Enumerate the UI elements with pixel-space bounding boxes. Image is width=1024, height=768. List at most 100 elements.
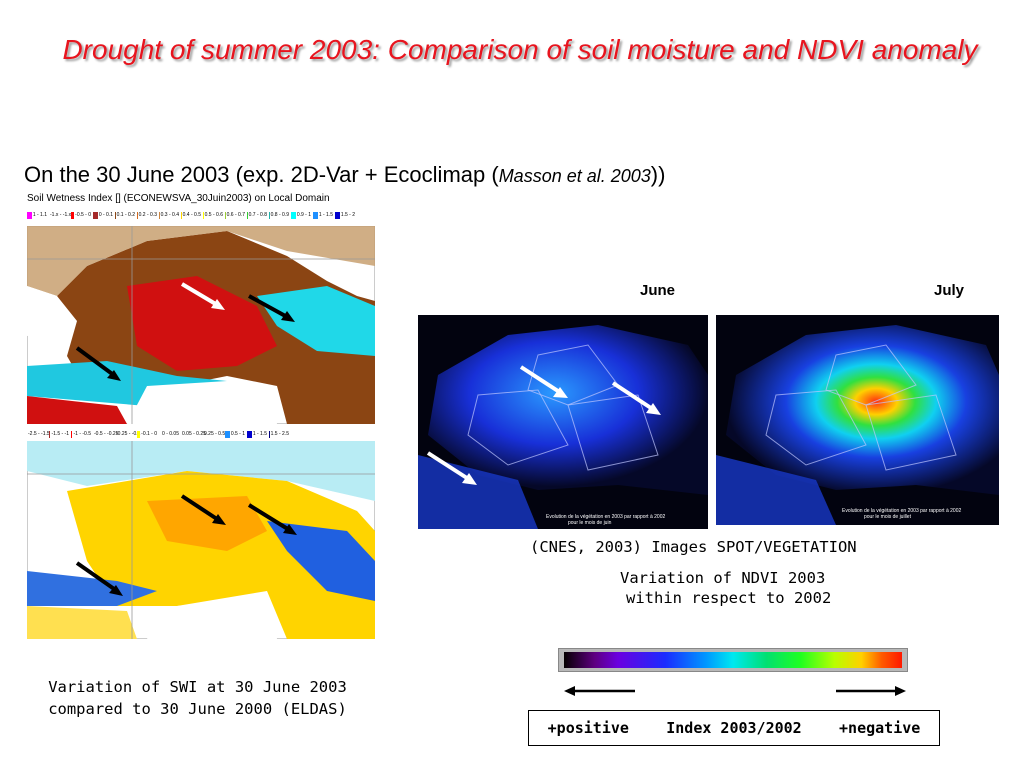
bottom-legend-item: 0.05 - 0.25	[181, 429, 206, 439]
central-orange-region	[147, 496, 267, 551]
swi-legend-top: 1 - 1.1 -1.x - -1.x -0.5 - 0 0 - 0.1 0.1 - 0…	[27, 210, 355, 220]
top-legend-swatch	[291, 211, 296, 219]
bottom-legend-label: 1.5 - 2.5	[270, 431, 289, 437]
july-france-land	[726, 325, 999, 495]
top-legend-label: 1 - 1.5	[318, 212, 333, 218]
top-legend-label: 1.5 - 2	[340, 212, 355, 218]
top-legend-swatch	[335, 211, 340, 219]
bottom-legend-item: 1 - 1.5	[247, 429, 267, 439]
black-arrow-west	[75, 346, 121, 381]
ndvi-july-image: Evolution de la végétation en 2003 par r…	[716, 315, 999, 525]
north-cyan-region	[27, 441, 375, 501]
bottom-legend-label: -0.1 - 0	[141, 431, 157, 437]
june-france-land	[428, 325, 708, 495]
ndvi-colorbar	[558, 648, 908, 672]
bottom-legend-item: -1.5 - -1	[49, 429, 69, 439]
black-arrow-east	[248, 294, 295, 322]
top-legend-item: 0.8 - 0.9	[269, 210, 289, 220]
index-negative-label: +negative	[839, 719, 921, 737]
top-legend-label: 0.3 - 0.4	[160, 212, 179, 218]
swi-caption: Variation of SWI at 30 June 2003 compare…	[20, 676, 375, 720]
top-legend-swatch	[269, 211, 270, 219]
july-image-text2: pour le mois de juillet	[864, 514, 912, 520]
top-legend-item: 0.7 - 0.8	[247, 210, 267, 220]
left-arrow-icon	[564, 686, 635, 696]
top-legend-item: 1.5 - 2	[335, 210, 355, 220]
top-legend-label: 1 - 1.1	[32, 212, 47, 218]
bottom-legend-label: 0.5 - 1	[230, 431, 245, 437]
bottom-legend-label: 0 - 0.05	[162, 431, 179, 437]
bottom-legend-item: -0.25 - -0.1	[115, 429, 140, 439]
slide-title: Drought of summer 2003: Comparison of so…	[62, 34, 978, 65]
top-legend-swatch	[225, 211, 226, 219]
top-legend-swatch	[247, 211, 248, 219]
swi-map-2003	[27, 226, 375, 424]
ndvi-caption-line2: within respect to 2002	[626, 589, 832, 607]
swi-legend-bottom: -2.5 - -1.5 -1.5 - -1 -1 - -0.5 -0.5 - -0.2…	[27, 429, 289, 439]
top-legend-swatch	[71, 211, 75, 219]
atlantic-region	[27, 286, 67, 336]
subtitle-citation: Masson et al. 2003	[498, 166, 651, 186]
bottom-legend-label: -0.25 - -0.1	[116, 431, 141, 437]
top-legend-label: 0 - 0.1	[98, 212, 113, 218]
top-legend-label: 0.6 - 0.7	[226, 212, 245, 218]
ndvi-caption-line1: Variation of NDVI 2003	[620, 569, 826, 587]
black-arrow-west-2	[75, 561, 123, 596]
bottom-legend-swatch	[159, 430, 162, 438]
bottom-legend-swatch	[225, 430, 230, 438]
subtitle-prefix: On the 30 June 2003 (exp. 2D-Var + Ecocl…	[24, 162, 499, 187]
france-yellow-region	[67, 471, 375, 639]
top-legend-item: -1.x - -1.x	[49, 210, 72, 220]
colorbar-arrows	[564, 686, 906, 696]
med-sea-region	[147, 596, 277, 639]
white-arrow-north	[180, 282, 225, 310]
bottom-legend-swatch	[71, 430, 73, 438]
bottom-legend-item: 0 - 0.05	[159, 429, 179, 439]
bottom-legend-item: -1 - -0.5	[71, 429, 91, 439]
top-legend-label: -1.x - -1.x	[50, 212, 72, 218]
white-arrow-june-2	[611, 381, 661, 415]
colorbar-gradient	[564, 652, 902, 668]
top-legend-swatch	[115, 211, 116, 219]
index-label: Index 2003/2002	[666, 719, 802, 737]
spain-yellow-region	[27, 606, 137, 639]
top-legend-item: 0.6 - 0.7	[225, 210, 245, 220]
black-arrow-east-2	[247, 503, 297, 535]
index-legend-box: +positive Index 2003/2002 +negative	[528, 710, 940, 746]
top-legend-swatch	[93, 211, 98, 219]
black-arrow-center	[180, 494, 226, 525]
top-legend-label: 0.4 - 0.5	[182, 212, 201, 218]
top-legend-item: 0.4 - 0.5	[181, 210, 201, 220]
top-legend-item: 0.9 - 1	[291, 210, 311, 220]
right-arrow-icon	[836, 686, 906, 696]
top-legend-swatch	[159, 211, 160, 219]
bottom-legend-item: -0.5 - -0.25	[93, 429, 118, 439]
top-legend-item: 0.1 - 0.2	[115, 210, 135, 220]
index-positive-label: +positive	[547, 719, 629, 737]
bottom-legend-label: -2.5 - -1.5	[28, 431, 50, 437]
bottom-legend-item: -2.5 - -1.5	[27, 429, 50, 439]
bottom-legend-swatch	[137, 430, 141, 438]
pyrenees-blue-region	[27, 571, 157, 606]
top-legend-label: 0.8 - 0.9	[270, 212, 289, 218]
central-red-region	[127, 276, 277, 371]
june-image-text1: Evolution de la végétation en 2003 par r…	[546, 514, 665, 520]
white-arrow-june-1	[519, 365, 568, 398]
top-legend-item: 1 - 1.5	[313, 210, 333, 220]
bottom-legend-swatch	[247, 430, 252, 438]
swi-caption-line2: compared to 30 June 2000 (ELDAS)	[48, 700, 347, 718]
spain-red-region	[27, 396, 127, 424]
alps-cyan-region	[257, 286, 375, 356]
alps-blue-region	[267, 521, 375, 601]
top-legend-label: 0.7 - 0.8	[248, 212, 267, 218]
top-legend-label: 0.2 - 0.3	[138, 212, 157, 218]
top-legend-label: -0.5 - 0	[75, 212, 91, 218]
top-legend-swatch	[27, 211, 32, 219]
top-legend-item: 0.3 - 0.4	[159, 210, 179, 220]
bottom-legend-item: 1.5 - 2.5	[269, 429, 289, 439]
subtitle-suffix: ))	[650, 162, 666, 187]
bottom-legend-label: 0.05 - 0.25	[182, 431, 206, 437]
north-region	[27, 226, 375, 296]
top-legend-swatch	[203, 211, 204, 219]
july-spain-land	[716, 455, 836, 525]
